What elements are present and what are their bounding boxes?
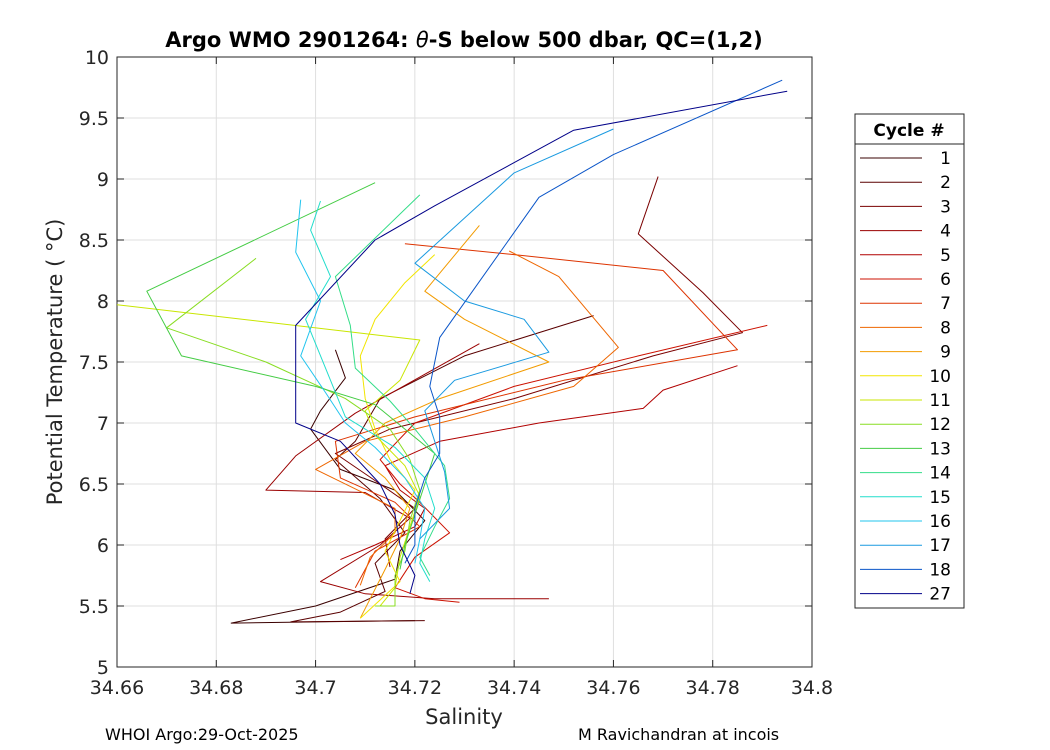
series-line-cycle-7 — [334, 243, 738, 588]
x-axis-ticks: 34.66 34.68 34.7 34.72 34.74 34.76 34.78 34.8 — [90, 57, 833, 699]
series-line-cycle-10 — [359, 254, 436, 619]
y-tick-label: 7 — [97, 413, 109, 435]
legend-label-cycle-27: 27 — [929, 585, 951, 605]
chart-title-prefix: Argo WMO 2901264: — [165, 28, 416, 52]
legend-label-cycle-17: 17 — [929, 536, 951, 556]
legend-label-cycle-7: 7 — [940, 294, 951, 314]
y-tick-label: 9.5 — [79, 108, 109, 130]
x-tick-label: 34.76 — [586, 677, 640, 699]
series-line-cycle-13 — [146, 182, 436, 570]
y-tick-label: 7.5 — [79, 352, 109, 374]
legend-label-cycle-16: 16 — [929, 512, 951, 532]
legend-title: Cycle # — [873, 121, 944, 141]
x-tick-label: 34.68 — [189, 677, 243, 699]
y-tick-label: 5 — [97, 657, 109, 679]
legend-label-cycle-1: 1 — [940, 149, 951, 169]
footer-source: WHOI Argo:29-Oct-2025 — [105, 725, 299, 744]
y-tick-label: 6 — [97, 535, 109, 557]
legend-label-cycle-15: 15 — [929, 488, 951, 508]
series-line-cycle-5 — [340, 365, 738, 561]
y-tick-label: 10 — [85, 47, 109, 69]
legend-label-cycle-4: 4 — [940, 222, 951, 242]
legend-box — [854, 113, 965, 609]
legend-label-cycle-2: 2 — [940, 173, 951, 193]
series-line-cycle-14 — [334, 194, 451, 576]
x-tick-label: 34.66 — [90, 677, 144, 699]
series-line-cycle-9 — [354, 225, 550, 619]
legend-label-cycle-5: 5 — [940, 246, 951, 266]
series-line-cycle-11 — [116, 304, 421, 607]
legend-label-cycle-10: 10 — [929, 367, 951, 387]
series-line-cycle-12 — [166, 257, 421, 607]
series-line-cycle-17 — [414, 128, 614, 540]
y-axis-label: Potential Temperature ( °C) — [43, 219, 67, 506]
y-tick-label: 5.5 — [79, 596, 109, 618]
chart-title-theta: θ — [416, 28, 429, 52]
series-line-cycle-6 — [379, 324, 768, 603]
legend-label-cycle-12: 12 — [929, 415, 951, 435]
y-tick-label: 8.5 — [79, 230, 109, 252]
legend-label-cycle-9: 9 — [940, 343, 951, 363]
grid — [116, 56, 813, 668]
series-line-cycle-3 — [334, 176, 743, 568]
y-tick-label: 8 — [97, 291, 109, 313]
series-line-cycle-16 — [295, 199, 426, 564]
legend-label-cycle-18: 18 — [929, 560, 951, 580]
legend-label-cycle-8: 8 — [940, 318, 951, 338]
x-tick-label: 34.74 — [487, 677, 541, 699]
legend-label-cycle-3: 3 — [940, 197, 951, 217]
series-line-cycle-18 — [404, 79, 783, 564]
x-axis-label: Salinity — [425, 705, 503, 729]
series-line-cycle-15 — [305, 200, 436, 582]
series-line-cycle-27 — [295, 90, 788, 594]
x-tick-label: 34.8 — [791, 677, 833, 699]
x-tick-label: 34.7 — [294, 677, 336, 699]
series-line-cycle-1 — [230, 349, 426, 624]
legend-label-cycle-11: 11 — [929, 391, 951, 411]
legend-label-cycle-13: 13 — [929, 439, 951, 459]
series-group — [116, 79, 788, 624]
series-line-cycle-8 — [315, 250, 619, 586]
legend-label-cycle-14: 14 — [929, 464, 951, 484]
footer-credit: M Ravichandran at incois — [578, 725, 780, 744]
y-tick-label: 9 — [97, 169, 109, 191]
chart-title-suffix: -S below 500 dbar, QC=(1,2) — [429, 28, 763, 52]
y-tick-label: 6.5 — [79, 474, 109, 496]
legend-label-cycle-6: 6 — [940, 270, 951, 290]
x-tick-label: 34.72 — [388, 677, 442, 699]
y-axis-ticks: 5 5.5 6 6.5 7 7.5 8 8.5 9 9.5 10 — [79, 47, 812, 679]
x-tick-label: 34.78 — [686, 677, 740, 699]
chart-title: Argo WMO 2901264: θ-S below 500 dbar, QC… — [165, 28, 762, 52]
